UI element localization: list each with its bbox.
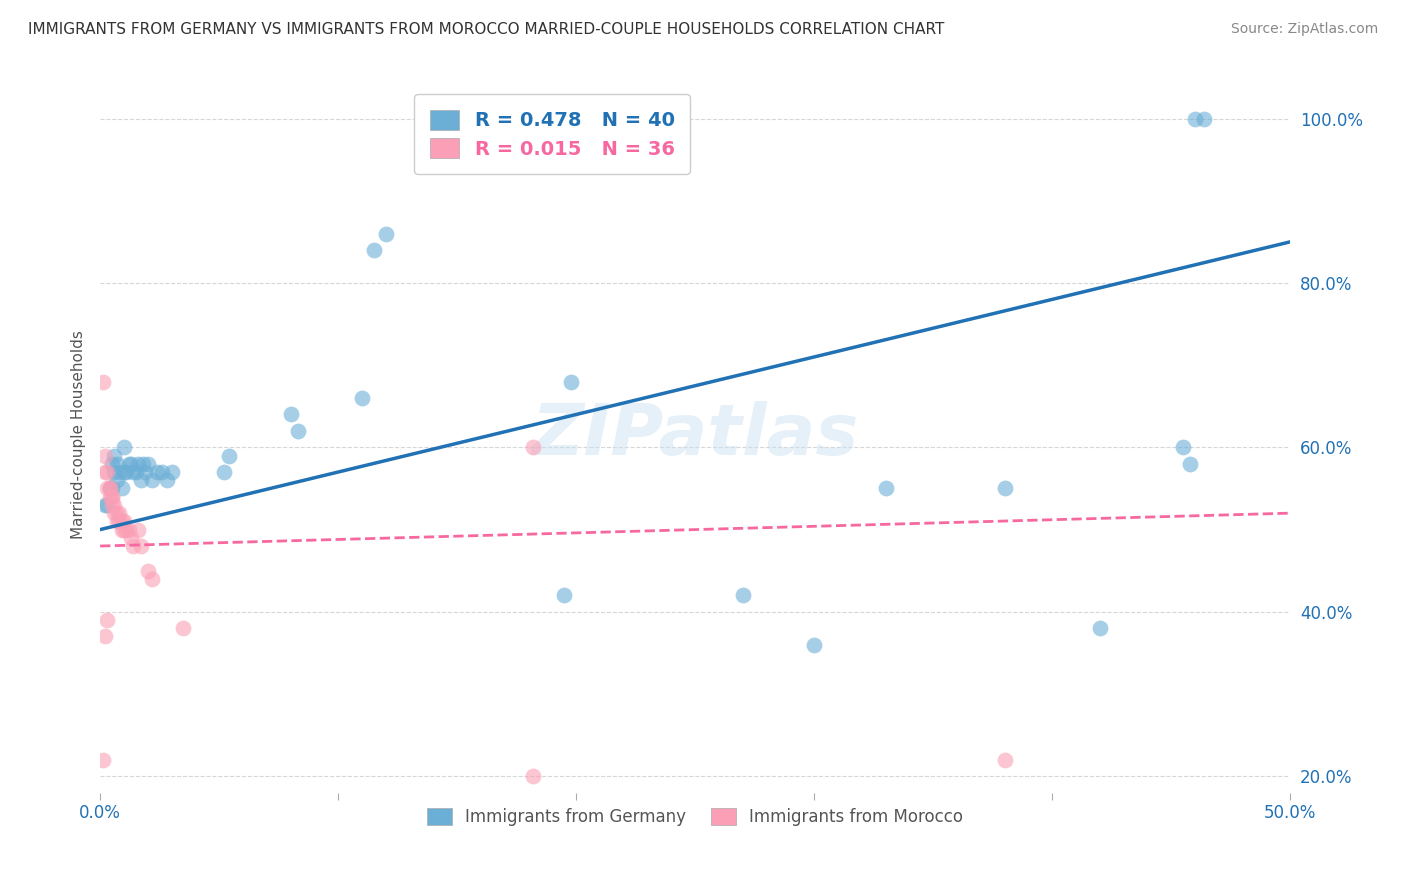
- Point: [120, 457, 142, 471]
- Point: [96, 498, 118, 512]
- Point: [94, 498, 117, 512]
- Point: [96, 613, 118, 627]
- Point: [134, 465, 156, 479]
- Point: [172, 621, 194, 635]
- Point: [1171, 441, 1194, 455]
- Point: [105, 506, 128, 520]
- Point: [141, 572, 163, 586]
- Text: Source: ZipAtlas.com: Source: ZipAtlas.com: [1230, 22, 1378, 37]
- Point: [553, 588, 575, 602]
- Point: [98, 490, 121, 504]
- Point: [103, 465, 125, 479]
- Point: [96, 482, 118, 496]
- Point: [287, 424, 309, 438]
- Point: [125, 465, 148, 479]
- Point: [136, 457, 159, 471]
- Point: [118, 457, 141, 471]
- Point: [98, 482, 121, 496]
- Point: [129, 473, 152, 487]
- Point: [108, 465, 131, 479]
- Point: [803, 638, 825, 652]
- Point: [160, 465, 183, 479]
- Point: [94, 449, 117, 463]
- Point: [101, 498, 124, 512]
- Point: [522, 441, 544, 455]
- Point: [146, 465, 169, 479]
- Point: [141, 473, 163, 487]
- Point: [101, 457, 124, 471]
- Point: [875, 482, 897, 496]
- Point: [122, 465, 145, 479]
- Point: [112, 514, 135, 528]
- Point: [112, 441, 135, 455]
- Point: [110, 482, 132, 496]
- Point: [522, 769, 544, 783]
- Point: [150, 465, 173, 479]
- Point: [110, 514, 132, 528]
- Point: [1184, 112, 1206, 126]
- Point: [101, 490, 124, 504]
- Point: [108, 506, 131, 520]
- Point: [103, 449, 125, 463]
- Point: [112, 465, 135, 479]
- Point: [94, 465, 117, 479]
- Point: [91, 753, 114, 767]
- Point: [94, 630, 117, 644]
- Point: [91, 375, 114, 389]
- Point: [105, 473, 128, 487]
- Point: [127, 523, 149, 537]
- Point: [363, 243, 385, 257]
- Point: [129, 539, 152, 553]
- Point: [350, 391, 373, 405]
- Point: [115, 523, 138, 537]
- Point: [553, 112, 575, 126]
- Legend: Immigrants from Germany, Immigrants from Morocco: Immigrants from Germany, Immigrants from…: [419, 799, 972, 834]
- Point: [98, 482, 121, 496]
- Y-axis label: Married-couple Households: Married-couple Households: [72, 331, 86, 540]
- Point: [105, 514, 128, 528]
- Point: [110, 523, 132, 537]
- Point: [1194, 112, 1216, 126]
- Point: [103, 498, 125, 512]
- Point: [560, 375, 582, 389]
- Point: [122, 539, 145, 553]
- Point: [1088, 621, 1111, 635]
- Text: IMMIGRANTS FROM GERMANY VS IMMIGRANTS FROM MOROCCO MARRIED-COUPLE HOUSEHOLDS COR: IMMIGRANTS FROM GERMANY VS IMMIGRANTS FR…: [28, 22, 945, 37]
- Point: [374, 227, 396, 241]
- Point: [98, 482, 121, 496]
- Point: [112, 523, 135, 537]
- Point: [108, 514, 131, 528]
- Point: [105, 457, 128, 471]
- Point: [280, 408, 302, 422]
- Point: [103, 506, 125, 520]
- Point: [127, 457, 149, 471]
- Point: [993, 753, 1015, 767]
- Text: ZIPatlas: ZIPatlas: [531, 401, 859, 469]
- Point: [120, 531, 142, 545]
- Point: [731, 588, 754, 602]
- Point: [118, 523, 141, 537]
- Point: [212, 465, 235, 479]
- Point: [101, 490, 124, 504]
- Point: [115, 465, 138, 479]
- Point: [1180, 457, 1202, 471]
- Point: [218, 449, 240, 463]
- Point: [993, 482, 1015, 496]
- Point: [156, 473, 179, 487]
- Point: [132, 457, 155, 471]
- Point: [136, 564, 159, 578]
- Point: [96, 465, 118, 479]
- Point: [101, 482, 124, 496]
